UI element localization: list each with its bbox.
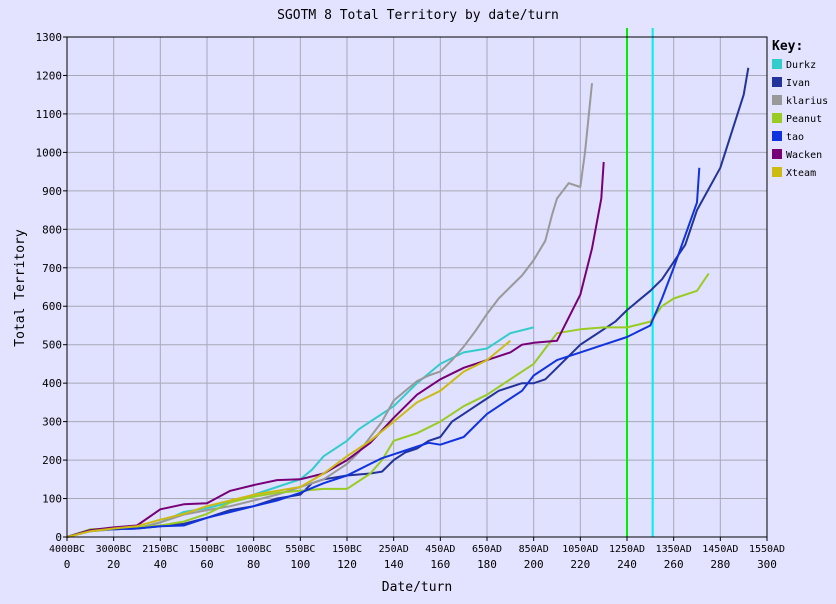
- plot-area: [67, 37, 767, 537]
- legend-swatch-klarius: [772, 95, 782, 105]
- legend-label-klarius: klarius: [786, 96, 828, 107]
- y-tick-label: 600: [42, 300, 62, 313]
- x-tick-label-date: 1450AD: [702, 544, 738, 555]
- y-tick-label: 400: [42, 377, 62, 390]
- y-tick-label: 900: [42, 185, 62, 198]
- y-tick-label: 1000: [36, 146, 63, 159]
- x-tick-label-turn: 180: [477, 558, 497, 571]
- x-tick-label-date: 1350AD: [656, 544, 692, 555]
- x-tick-label-date: 1250AD: [609, 544, 645, 555]
- x-tick-label-date: 1550AD: [749, 544, 785, 555]
- y-axis-label: Total Territory: [13, 229, 28, 347]
- legend-swatch-durkz: [772, 59, 782, 69]
- legend-label-peanut: Peanut: [786, 114, 822, 125]
- x-tick-label-turn: 120: [337, 558, 357, 571]
- legend-swatch-tao: [772, 131, 782, 141]
- legend-swatch-wacken: [772, 149, 782, 159]
- y-tick-label: 800: [42, 223, 62, 236]
- x-tick-label-turn: 300: [757, 558, 777, 571]
- legend-label-tao: tao: [786, 132, 804, 143]
- legend-swatch-ivan: [772, 77, 782, 87]
- x-tick-label-turn: 260: [664, 558, 684, 571]
- y-tick-label: 1200: [36, 69, 63, 82]
- x-tick-label-turn: 280: [710, 558, 730, 571]
- series-line-klarius: [66, 83, 593, 538]
- y-tick-label: 200: [42, 454, 62, 467]
- x-tick-label-turn: 20: [107, 558, 120, 571]
- x-tick-label-date: 3000BC: [96, 544, 132, 555]
- x-tick-label-date: 550BC: [285, 544, 315, 555]
- x-tick-label-date: 1500BC: [189, 544, 225, 555]
- y-tick-label: 300: [42, 416, 62, 429]
- x-tick-label-date: 650AD: [472, 544, 502, 555]
- y-tick-label: 100: [42, 493, 62, 506]
- axes: 0100200300400500600700800900100011001200…: [36, 31, 786, 571]
- legend-label-ivan: Ivan: [786, 78, 810, 89]
- legend-label-wacken: Wacken: [786, 150, 822, 161]
- legend-title: Key:: [772, 39, 803, 54]
- x-tick-label-turn: 200: [524, 558, 544, 571]
- series-line-ivan: [66, 67, 750, 538]
- x-tick-label-turn: 0: [64, 558, 71, 571]
- series-line-peanut: [66, 272, 710, 538]
- x-tick-label-turn: 60: [200, 558, 213, 571]
- x-tick-label-turn: 220: [570, 558, 590, 571]
- x-axis-label: Date/turn: [382, 580, 452, 595]
- plot-border: [66, 36, 768, 538]
- series-line-tao: [66, 167, 701, 538]
- x-tick-label-date: 1050AD: [562, 544, 598, 555]
- x-tick-label-date: 450AD: [425, 544, 455, 555]
- legend-swatch-xteam: [772, 167, 782, 177]
- y-tick-label: 1100: [36, 108, 63, 121]
- chart-title: SGOTM 8 Total Territory by date/turn: [277, 8, 559, 23]
- x-tick-label-turn: 40: [154, 558, 167, 571]
- legend-label-xteam: Xteam: [786, 168, 816, 179]
- y-tick-label: 500: [42, 339, 62, 352]
- x-tick-label-date: 4000BC: [49, 544, 85, 555]
- x-tick-label-turn: 100: [290, 558, 310, 571]
- legend-swatch-peanut: [772, 113, 782, 123]
- y-tick-label: 1300: [36, 31, 63, 44]
- series-line-wacken: [66, 161, 605, 538]
- legend: Key: Durkz Ivan klarius Peanut tao Wacken Xtea…: [772, 39, 828, 179]
- x-tick-label-turn: 80: [247, 558, 260, 571]
- vertical-markers: [626, 28, 654, 537]
- x-tick-label-turn: 140: [384, 558, 404, 571]
- x-tick-label-turn: 240: [617, 558, 637, 571]
- series-lines: [66, 67, 750, 538]
- x-tick-label-date: 1000BC: [236, 544, 272, 555]
- x-tick-label-date: 150BC: [332, 544, 362, 555]
- x-tick-label-date: 250AD: [379, 544, 409, 555]
- y-tick-label: 0: [55, 531, 62, 544]
- legend-label-durkz: Durkz: [786, 60, 816, 71]
- x-tick-label-date: 2150BC: [142, 544, 178, 555]
- x-tick-label-date: 850AD: [519, 544, 549, 555]
- x-tick-label-turn: 160: [430, 558, 450, 571]
- y-tick-label: 700: [42, 262, 62, 275]
- series-line-xteam: [66, 340, 511, 538]
